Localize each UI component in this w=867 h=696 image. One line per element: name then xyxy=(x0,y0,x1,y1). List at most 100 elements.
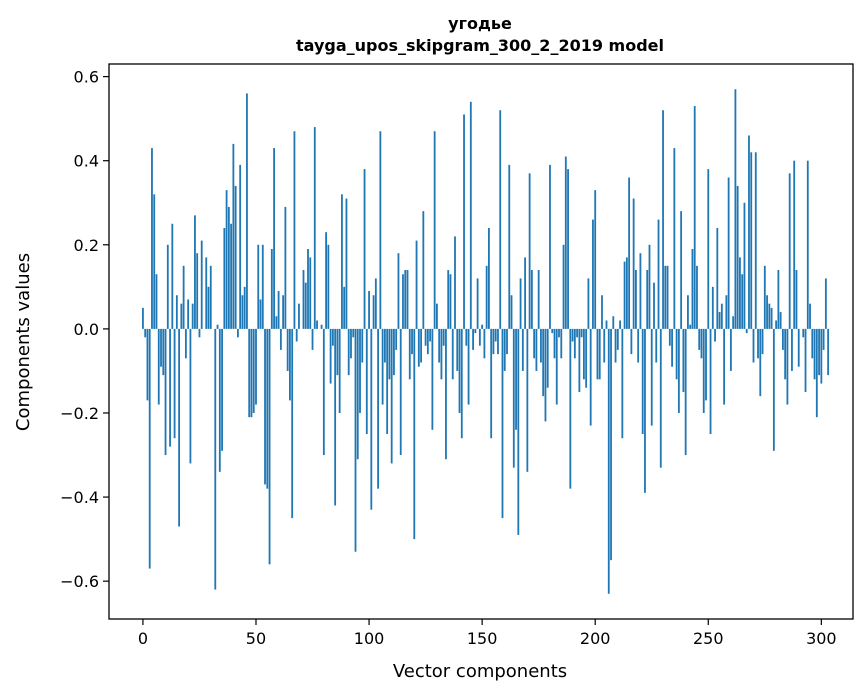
bar xyxy=(698,328,701,350)
bar xyxy=(252,328,255,413)
bar xyxy=(345,198,348,329)
y-tick-label: 0.2 xyxy=(74,236,99,255)
bar xyxy=(770,307,773,329)
bar xyxy=(809,303,811,329)
bar xyxy=(397,253,400,329)
bar xyxy=(696,265,698,329)
bar xyxy=(469,101,472,329)
bar xyxy=(350,328,352,359)
bar xyxy=(630,328,633,355)
bar xyxy=(612,316,615,329)
bar xyxy=(316,320,318,329)
bar xyxy=(408,328,411,380)
bar xyxy=(494,328,497,342)
bar xyxy=(155,274,158,329)
bar xyxy=(436,303,438,329)
bar xyxy=(178,328,181,527)
bar xyxy=(569,328,572,489)
bar xyxy=(761,328,764,355)
bar xyxy=(304,282,307,329)
bar xyxy=(540,328,542,363)
bar xyxy=(702,328,705,413)
bar xyxy=(164,328,167,456)
chart-subtitle: tayga_upos_skipgram_300_2_2019 model xyxy=(296,36,664,55)
bar xyxy=(239,164,242,329)
bar xyxy=(307,249,309,329)
bar xyxy=(379,131,382,329)
bar xyxy=(650,328,653,426)
bar xyxy=(293,131,296,329)
bar xyxy=(356,328,359,460)
bar xyxy=(478,328,481,346)
bar xyxy=(404,270,407,329)
bar xyxy=(277,291,280,329)
bar xyxy=(325,232,327,329)
bar xyxy=(653,282,655,329)
bar xyxy=(589,328,592,426)
x-tick-label: 150 xyxy=(467,629,498,648)
bar xyxy=(718,312,721,329)
bar xyxy=(207,286,210,329)
bar xyxy=(607,328,610,594)
x-tick-label: 100 xyxy=(354,629,385,648)
bar xyxy=(142,307,144,329)
bar xyxy=(320,324,323,329)
bar xyxy=(334,328,337,506)
bar xyxy=(680,211,683,329)
bar xyxy=(146,328,149,401)
y-tick-label: 0.0 xyxy=(74,320,99,339)
bar xyxy=(270,249,273,329)
bar xyxy=(707,169,710,329)
bar xyxy=(544,328,547,422)
bar xyxy=(465,328,468,346)
bar xyxy=(546,328,549,388)
bar xyxy=(824,278,827,329)
bar xyxy=(227,206,230,329)
bar xyxy=(723,328,726,405)
bar xyxy=(413,328,416,540)
bar xyxy=(587,278,590,329)
bar xyxy=(451,328,454,380)
bar xyxy=(261,244,264,329)
bar xyxy=(585,328,588,388)
bar xyxy=(298,303,300,329)
bar xyxy=(621,328,624,439)
bar xyxy=(447,270,450,329)
bar xyxy=(370,328,373,510)
bar xyxy=(786,328,789,405)
bar xyxy=(818,328,820,376)
bar xyxy=(497,328,499,355)
bar xyxy=(576,328,579,338)
x-axis-ticks: 0 50 100 150 200 250 300 xyxy=(138,619,837,648)
bar xyxy=(580,328,583,338)
bar xyxy=(363,169,366,329)
bar xyxy=(264,328,266,485)
bar xyxy=(815,328,818,418)
bar xyxy=(354,328,357,552)
bar xyxy=(205,257,208,329)
bar xyxy=(725,295,728,329)
bar xyxy=(664,265,667,329)
bar xyxy=(766,295,768,329)
chart-title: угодье xyxy=(448,14,512,33)
bar xyxy=(162,328,165,376)
bar xyxy=(535,328,538,371)
bar xyxy=(603,328,606,363)
bar xyxy=(759,328,762,397)
bar xyxy=(784,328,787,380)
bar xyxy=(625,257,628,329)
bar xyxy=(549,164,551,329)
bar xyxy=(700,328,703,359)
bar xyxy=(399,328,402,456)
bar xyxy=(727,177,730,329)
bar xyxy=(268,328,271,565)
bar xyxy=(237,328,239,338)
bar xyxy=(736,185,739,329)
bar xyxy=(666,265,669,329)
bar xyxy=(442,328,445,346)
bar xyxy=(381,328,384,405)
bar xyxy=(551,328,554,334)
y-axis-ticks: −0.6 −0.4 −0.2 0.0 0.2 0.4 0.6 xyxy=(60,68,109,591)
bar xyxy=(528,173,531,329)
bar xyxy=(682,328,685,392)
